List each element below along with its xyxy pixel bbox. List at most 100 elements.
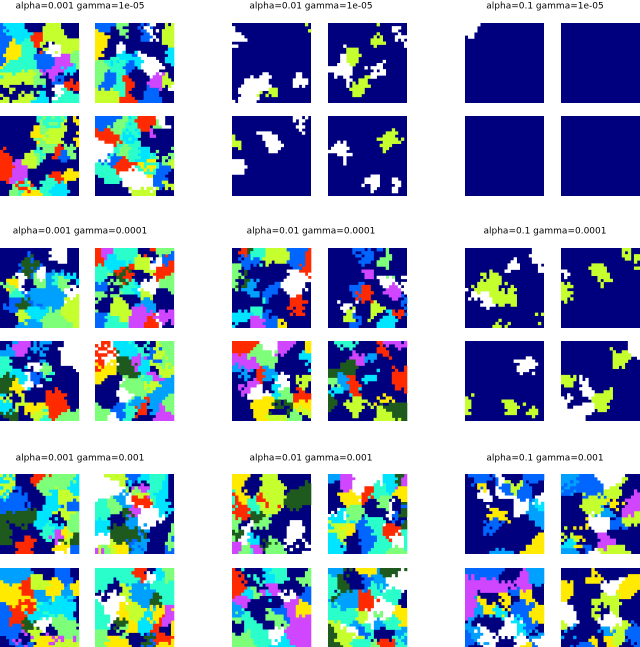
cluster bbox=[15, 254, 40, 310]
cluster bbox=[119, 75, 138, 103]
cluster bbox=[45, 387, 71, 421]
cluster bbox=[0, 272, 74, 328]
cluster bbox=[12, 341, 31, 357]
simulation-image bbox=[95, 568, 175, 647]
cluster bbox=[131, 495, 154, 509]
cluster bbox=[39, 362, 80, 421]
cluster bbox=[21, 116, 80, 196]
cluster bbox=[561, 623, 616, 640]
cluster bbox=[95, 251, 175, 328]
cluster bbox=[122, 116, 157, 163]
cluster bbox=[128, 374, 175, 416]
cluster bbox=[361, 269, 402, 301]
cluster bbox=[349, 341, 408, 366]
panel-title: alpha=0.01 gamma=0.0001 bbox=[247, 227, 376, 237]
cluster bbox=[107, 507, 147, 552]
simulation-image bbox=[0, 568, 80, 647]
cluster bbox=[21, 341, 80, 391]
simulation-image bbox=[561, 341, 640, 421]
cluster bbox=[15, 269, 68, 328]
cluster bbox=[101, 248, 175, 328]
cluster bbox=[232, 341, 312, 403]
cluster bbox=[561, 248, 640, 304]
cluster bbox=[9, 377, 49, 416]
panel-title: alpha=0.001 gamma=1e-05 bbox=[16, 2, 145, 12]
cluster bbox=[15, 294, 80, 328]
cluster bbox=[45, 41, 65, 101]
cluster bbox=[232, 492, 281, 521]
cluster bbox=[15, 474, 52, 554]
cluster bbox=[95, 341, 150, 419]
panel-title: alpha=0.001 gamma=0.001 bbox=[16, 454, 145, 464]
cluster bbox=[328, 359, 408, 421]
cluster bbox=[561, 347, 632, 413]
cluster bbox=[0, 393, 49, 421]
cluster bbox=[95, 248, 175, 313]
cluster bbox=[328, 568, 408, 646]
cluster bbox=[561, 341, 640, 421]
cluster bbox=[235, 248, 254, 289]
cluster bbox=[268, 589, 297, 646]
simulation-image bbox=[0, 341, 80, 421]
panel-title: alpha=0.1 gamma=0.0001 bbox=[484, 227, 607, 237]
cluster bbox=[328, 26, 408, 88]
cluster bbox=[95, 474, 175, 536]
cluster bbox=[0, 341, 52, 363]
simulation-image bbox=[232, 341, 312, 421]
cluster bbox=[9, 116, 77, 196]
cluster bbox=[468, 474, 545, 536]
simulation-image bbox=[0, 248, 80, 328]
cluster bbox=[465, 248, 545, 310]
cluster bbox=[247, 341, 291, 400]
simulation-image bbox=[95, 474, 175, 554]
cluster bbox=[232, 341, 297, 397]
image-background bbox=[561, 116, 640, 196]
cluster bbox=[477, 589, 545, 647]
cluster bbox=[232, 514, 287, 554]
cluster bbox=[104, 56, 126, 98]
simulation-image bbox=[0, 116, 80, 196]
cluster bbox=[346, 495, 408, 554]
cluster bbox=[9, 159, 28, 184]
cluster bbox=[561, 538, 577, 549]
image-background bbox=[465, 23, 544, 103]
cluster bbox=[355, 568, 408, 627]
cluster bbox=[477, 474, 545, 518]
cluster bbox=[232, 116, 309, 175]
cluster bbox=[95, 29, 111, 61]
cluster bbox=[95, 248, 138, 328]
cluster bbox=[561, 592, 632, 647]
cluster bbox=[95, 116, 172, 194]
cluster bbox=[95, 341, 135, 421]
cluster bbox=[6, 278, 19, 292]
cluster bbox=[570, 620, 640, 647]
cluster bbox=[0, 577, 80, 647]
cluster bbox=[355, 504, 408, 554]
cluster bbox=[561, 269, 571, 280]
simulation-image bbox=[328, 23, 408, 103]
simulation-image bbox=[465, 568, 545, 647]
simulation-image bbox=[0, 474, 80, 554]
simulation-image bbox=[328, 341, 408, 421]
cluster bbox=[465, 23, 481, 39]
cluster bbox=[48, 180, 71, 196]
cluster bbox=[232, 480, 312, 552]
cluster bbox=[561, 474, 629, 554]
simulation-image bbox=[328, 474, 408, 554]
cluster bbox=[95, 23, 175, 103]
cluster bbox=[125, 474, 175, 554]
cluster bbox=[15, 116, 68, 196]
simulation-image bbox=[465, 341, 544, 421]
cluster bbox=[247, 344, 303, 421]
cluster bbox=[95, 474, 166, 521]
simulation-image bbox=[328, 568, 408, 647]
simulation-image bbox=[95, 23, 175, 103]
simulation-image bbox=[561, 23, 640, 103]
cluster bbox=[137, 568, 166, 636]
cluster bbox=[0, 474, 80, 546]
cluster bbox=[128, 159, 175, 196]
cluster bbox=[232, 568, 248, 600]
cluster bbox=[364, 480, 408, 554]
simulation-image bbox=[232, 474, 312, 554]
cluster bbox=[343, 300, 387, 323]
